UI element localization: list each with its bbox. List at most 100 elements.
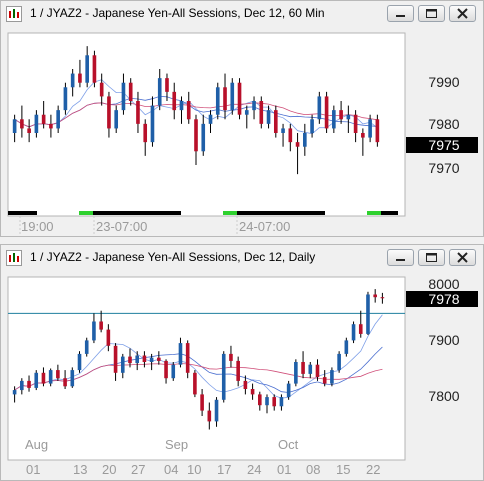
candle[interactable] <box>223 73 227 120</box>
candle[interactable] <box>172 82 177 120</box>
candle[interactable] <box>250 383 255 400</box>
candle[interactable] <box>244 105 249 129</box>
restore-button[interactable] <box>418 5 445 22</box>
candle[interactable] <box>230 78 235 115</box>
candle[interactable] <box>92 313 96 344</box>
candle[interactable] <box>208 110 213 133</box>
candle[interactable] <box>351 321 356 344</box>
candle[interactable] <box>221 351 226 403</box>
candle[interactable] <box>142 351 147 368</box>
candle[interactable] <box>207 402 212 430</box>
candle[interactable] <box>20 105 24 138</box>
window-titlebar[interactable]: 1 / JYAZ2 - Japanese Yen-All Sessions, D… <box>1 1 483 27</box>
candle[interactable] <box>27 119 31 143</box>
candle[interactable] <box>237 78 242 120</box>
candle[interactable] <box>20 378 24 395</box>
candle[interactable] <box>77 351 82 373</box>
candle[interactable] <box>315 359 320 381</box>
candle[interactable] <box>380 292 385 304</box>
minimize-button[interactable] <box>387 249 414 266</box>
candle[interactable] <box>107 91 111 138</box>
candle[interactable] <box>49 114 53 138</box>
candle[interactable] <box>375 114 380 147</box>
price-chart-60min[interactable]: 19:00 23-07:00 24-07:00 7990 7980 7970 7… <box>1 27 483 236</box>
candle[interactable] <box>85 46 89 88</box>
candle[interactable] <box>259 96 264 129</box>
candle[interactable] <box>310 114 314 138</box>
candle[interactable] <box>92 50 97 88</box>
candle[interactable] <box>99 73 104 106</box>
candle[interactable] <box>266 105 271 129</box>
candle[interactable] <box>128 348 132 368</box>
candle[interactable] <box>56 364 60 381</box>
candle[interactable] <box>149 353 154 371</box>
candle[interactable] <box>186 91 191 124</box>
candle[interactable] <box>200 389 204 416</box>
candle[interactable] <box>99 310 103 333</box>
close-button[interactable] <box>449 249 476 266</box>
candle[interactable] <box>157 69 162 111</box>
candle[interactable] <box>361 128 365 156</box>
candle[interactable] <box>41 101 46 129</box>
candle[interactable] <box>368 114 372 143</box>
candle[interactable] <box>178 337 183 368</box>
candle[interactable] <box>286 380 291 400</box>
candle[interactable] <box>229 345 233 368</box>
candle[interactable] <box>272 394 277 411</box>
candle[interactable] <box>84 337 89 357</box>
candle[interactable] <box>366 291 370 335</box>
candle[interactable] <box>373 289 377 303</box>
candle[interactable] <box>279 394 284 411</box>
candle[interactable] <box>358 310 363 338</box>
candle[interactable] <box>185 340 190 379</box>
candle[interactable] <box>353 110 358 143</box>
candle[interactable] <box>337 351 341 373</box>
candle[interactable] <box>63 370 67 389</box>
candle[interactable] <box>303 123 307 156</box>
price-chart-daily[interactable]: Aug Sep Oct 01 13 20 27 04 10 17 24 01 0… <box>1 271 483 480</box>
candle[interactable] <box>27 375 31 392</box>
candle[interactable] <box>317 91 322 124</box>
candle[interactable] <box>70 69 75 97</box>
candle[interactable] <box>193 370 197 398</box>
candle[interactable] <box>114 105 119 133</box>
candle[interactable] <box>288 123 293 152</box>
candle[interactable] <box>301 351 305 379</box>
candle[interactable] <box>171 362 176 381</box>
candle[interactable] <box>332 105 336 133</box>
candle[interactable] <box>322 370 327 387</box>
candle[interactable] <box>294 359 298 387</box>
window-titlebar[interactable]: 1 / JYAZ2 - Japanese Yen-All Sessions, D… <box>1 245 483 271</box>
candle[interactable] <box>78 59 82 88</box>
candle[interactable] <box>113 343 118 381</box>
close-button[interactable] <box>449 5 476 22</box>
candle[interactable] <box>194 114 198 165</box>
candle[interactable] <box>201 114 206 156</box>
candle[interactable] <box>330 367 334 387</box>
candle[interactable] <box>165 73 169 101</box>
candle[interactable] <box>179 96 184 124</box>
candle[interactable] <box>34 110 39 138</box>
candle[interactable] <box>214 397 219 427</box>
candle[interactable] <box>12 386 17 403</box>
candle[interactable] <box>157 351 161 365</box>
candle[interactable] <box>12 114 17 143</box>
candle[interactable] <box>281 123 285 147</box>
candle[interactable] <box>41 367 46 387</box>
minimize-button[interactable] <box>387 5 414 22</box>
candle[interactable] <box>265 394 269 414</box>
candle[interactable] <box>215 82 220 120</box>
candle[interactable] <box>121 73 126 115</box>
candle[interactable] <box>143 119 148 156</box>
candle[interactable] <box>339 101 343 124</box>
candle[interactable] <box>252 96 256 120</box>
candle[interactable] <box>295 133 300 175</box>
candle[interactable] <box>136 91 140 133</box>
candle[interactable] <box>273 105 278 138</box>
restore-button[interactable] <box>418 249 445 266</box>
candle[interactable] <box>344 337 349 357</box>
candle[interactable] <box>106 324 111 352</box>
candle[interactable] <box>257 391 262 411</box>
candle[interactable] <box>70 367 75 388</box>
candle[interactable] <box>34 370 39 391</box>
